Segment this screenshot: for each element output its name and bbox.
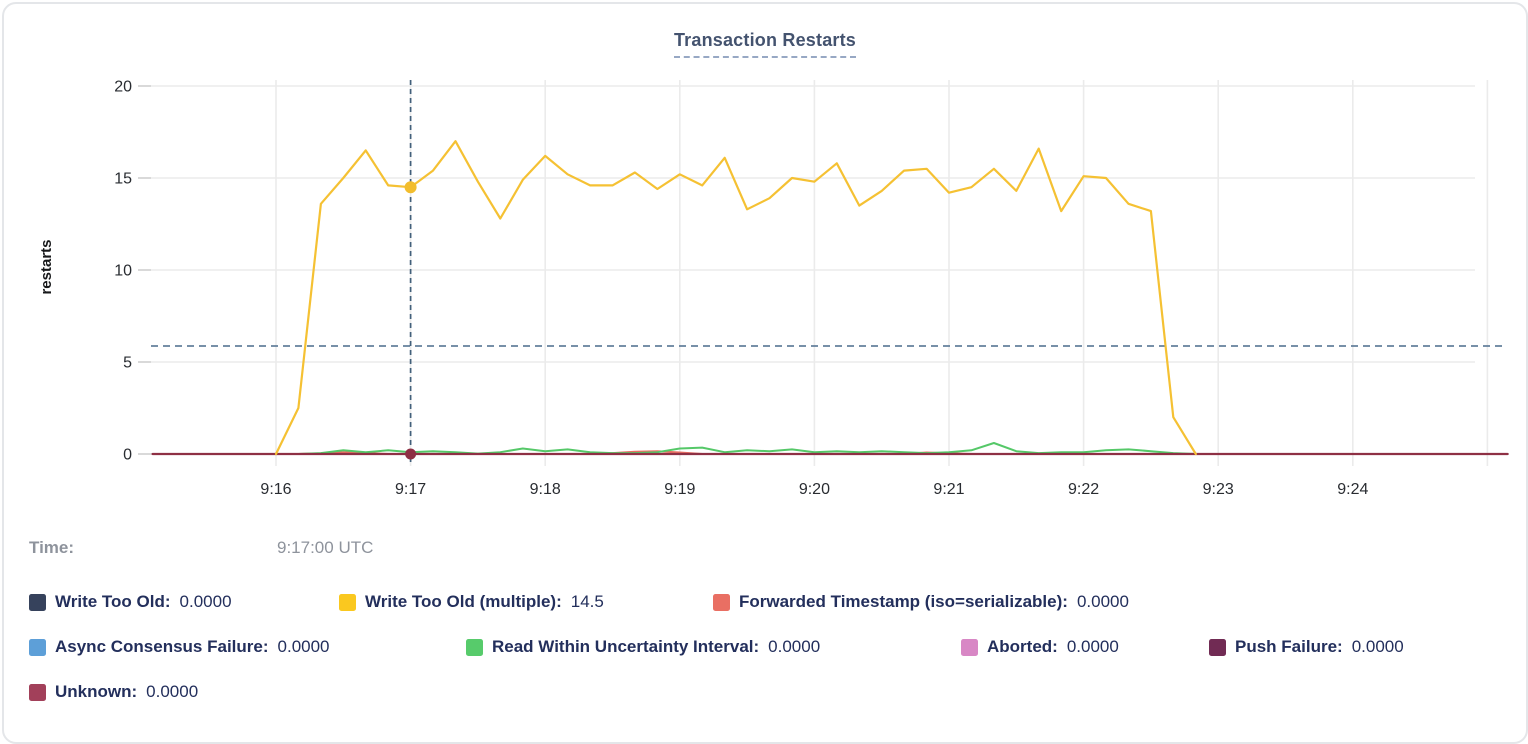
legend-color-swatch xyxy=(1209,638,1226,656)
legend-item-push-failure[interactable]: Push Failure: 0.0000 xyxy=(1209,637,1404,657)
legend-value: 0.0000 xyxy=(1076,592,1129,611)
chart-plot-area[interactable]: 0 5 10 15 20 9:16 9:17 9:18 9:19 9:20 9:21 9:22 9:23… xyxy=(4,4,1528,524)
series-line-write-too-old-multiple xyxy=(274,140,1197,456)
legend-item-write-too-old-multiple[interactable]: Write Too Old (multiple): 14.5 xyxy=(339,592,604,612)
y-axis-title: restarts xyxy=(38,239,55,294)
legend-color-swatch xyxy=(713,593,730,611)
series-line-read-within-uncertainty-interval xyxy=(151,442,1509,455)
time-label: Time: xyxy=(29,538,75,557)
x-tick-label: 9:24 xyxy=(1337,481,1368,498)
y-tick-label: 5 xyxy=(123,355,132,372)
x-tick-label: 9:23 xyxy=(1203,481,1234,498)
x-tick-label: 9:21 xyxy=(933,481,964,498)
legend-value: 0.0000 xyxy=(768,637,821,656)
hover-point-write-too-old-multiple xyxy=(404,181,417,194)
legend-item-write-too-old[interactable]: Write Too Old: 0.0000 xyxy=(29,592,232,612)
x-tick-label: 9:16 xyxy=(260,481,291,498)
legend-label: Write Too Old: xyxy=(55,592,171,611)
legend-item-read-within-uncertainty-interval[interactable]: Read Within Uncertainty Interval: 0.0000 xyxy=(466,637,820,657)
legend-label: Push Failure: xyxy=(1235,637,1343,656)
hover-time-row: Time: 9:17:00 UTC xyxy=(4,538,1526,562)
legend-label: Async Consensus Failure: xyxy=(55,637,269,656)
legend-item-async-consensus-failure[interactable]: Async Consensus Failure: 0.0000 xyxy=(29,637,330,657)
legend-value: 0.0000 xyxy=(146,682,199,701)
legend-row: Unknown: 0.0000 xyxy=(4,682,1526,708)
time-value: 9:17:00 UTC xyxy=(277,538,374,557)
legend-value: 0.0000 xyxy=(277,637,330,656)
legend-item-forwarded-timestamp-iso-serializable[interactable]: Forwarded Timestamp (iso=serializable): 0… xyxy=(713,592,1129,612)
hover-point-unknown xyxy=(405,448,417,460)
x-tick-label: 9:17 xyxy=(395,481,426,498)
y-tick-label: 20 xyxy=(114,79,132,96)
legend-row: Write Too Old: 0.0000 Write Too Old (multi… xyxy=(4,592,1526,618)
legend-label: Aborted: xyxy=(987,637,1058,656)
legend-item-aborted[interactable]: Aborted: 0.0000 xyxy=(961,637,1119,657)
legend-color-swatch xyxy=(466,638,483,656)
legend-color-swatch xyxy=(961,638,978,656)
y-tick-label: 15 xyxy=(114,171,132,188)
x-tick-label: 9:18 xyxy=(530,481,561,498)
legend-value: 0.0000 xyxy=(179,592,232,611)
x-tick-label: 9:20 xyxy=(799,481,830,498)
legend-item-unknown[interactable]: Unknown: 0.0000 xyxy=(29,682,198,702)
y-tick-label: 0 xyxy=(123,447,132,464)
legend-value: 0.0000 xyxy=(1351,637,1404,656)
legend-label: Forwarded Timestamp (iso=serializable): xyxy=(739,592,1068,611)
legend-color-swatch xyxy=(29,593,46,611)
x-tick-label: 9:22 xyxy=(1068,481,1099,498)
legend-value: 14.5 xyxy=(570,592,604,611)
legend-value: 0.0000 xyxy=(1066,637,1119,656)
x-tick-label: 9:19 xyxy=(664,481,695,498)
legend-row: Async Consensus Failure: 0.0000 Read Withi… xyxy=(4,637,1526,663)
y-tick-label: 10 xyxy=(114,263,132,280)
legend-color-swatch xyxy=(339,593,356,611)
chart-title[interactable]: Transaction Restarts xyxy=(673,30,857,58)
legend-label: Write Too Old (multiple): xyxy=(365,592,562,611)
legend-label: Read Within Uncertainty Interval: xyxy=(492,637,760,656)
chart-header: Transaction Restarts xyxy=(4,30,1526,58)
legend-color-swatch xyxy=(29,683,46,701)
legend-color-swatch xyxy=(29,638,46,656)
legend-label: Unknown: xyxy=(55,682,138,701)
